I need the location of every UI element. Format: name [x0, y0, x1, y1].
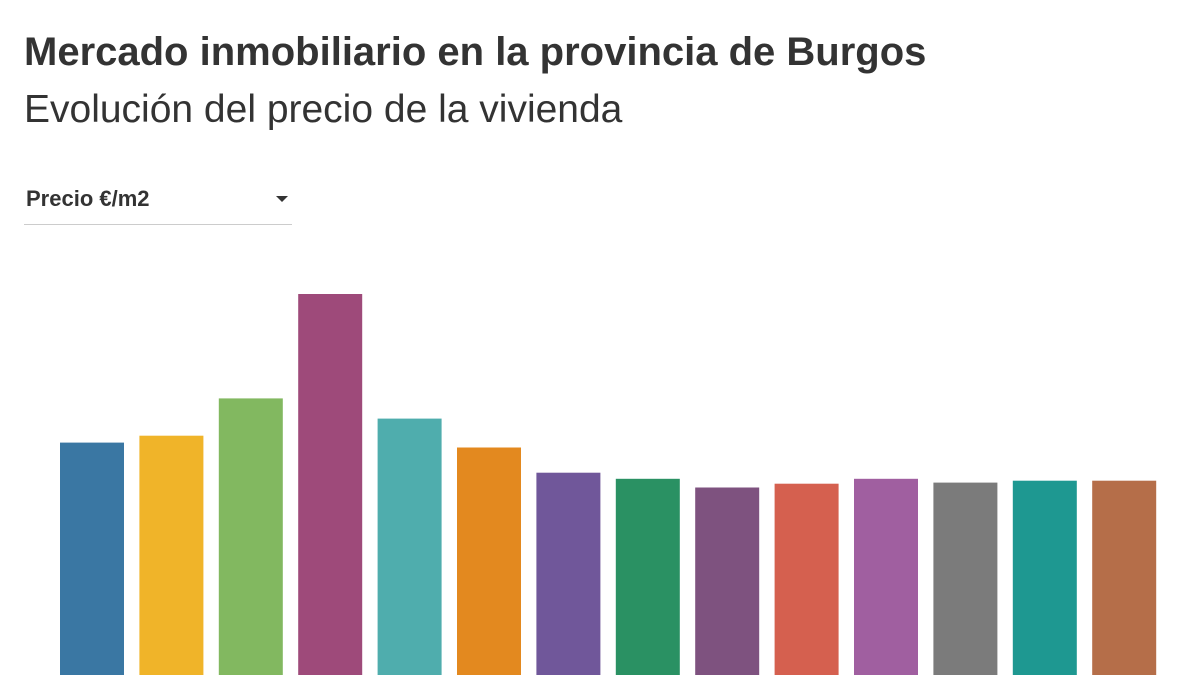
metric-dropdown[interactable]: Precio €/m2 [24, 178, 292, 225]
bar-8[interactable] [615, 478, 680, 675]
bar-13[interactable] [1012, 480, 1077, 675]
metric-dropdown-value: Precio €/m2 [26, 186, 150, 211]
bar-2[interactable] [139, 435, 204, 675]
caret-down-icon[interactable] [276, 196, 288, 202]
bar-10[interactable] [774, 483, 839, 675]
bar-4[interactable] [298, 294, 363, 675]
bar-14[interactable] [1092, 480, 1157, 675]
bar-6[interactable] [457, 447, 521, 675]
bar-12[interactable] [933, 482, 998, 675]
bar-9[interactable] [695, 487, 760, 675]
chart-subtitle: Evolución del precio de la vivienda [24, 88, 623, 131]
bar-5[interactable] [377, 418, 442, 675]
bar-11[interactable] [854, 478, 918, 675]
chart-title: Mercado inmobiliario en la provincia de … [24, 30, 927, 74]
bar-3[interactable] [218, 398, 283, 675]
bar-7[interactable] [536, 472, 601, 675]
bar-1[interactable] [60, 442, 124, 675]
